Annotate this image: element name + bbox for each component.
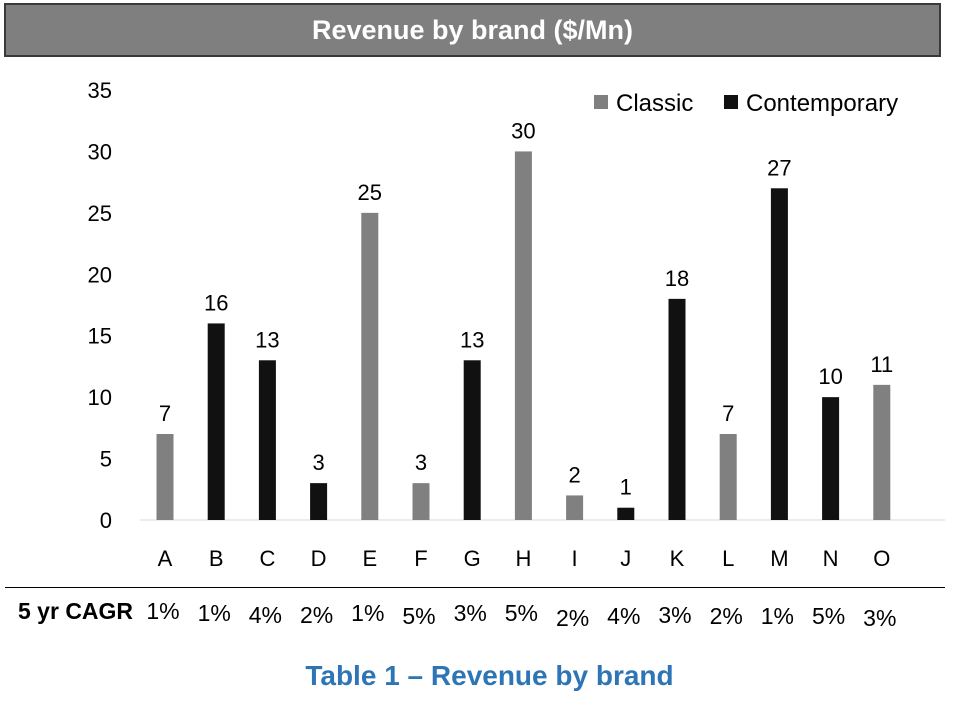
- chart-title: Revenue by brand ($/Mn): [311, 14, 634, 45]
- chart-title-bar: Revenue by brand ($/Mn): [4, 3, 941, 57]
- cagr-value-m: 1%: [760, 603, 795, 629]
- legend-label-contemporary: Contemporary: [746, 90, 898, 117]
- legend-swatch-classic: [594, 95, 608, 109]
- y-tick-label: 25: [88, 201, 112, 226]
- cagr-value-j: 4%: [607, 603, 641, 629]
- x-tick-label: O: [873, 546, 890, 571]
- bar-classic-o: [873, 384, 891, 520]
- x-tick-label: D: [311, 546, 327, 571]
- bar-value-label: 30: [511, 118, 535, 143]
- bar-contemporary-j: [617, 507, 635, 520]
- cagr-value-h: 5%: [504, 600, 539, 626]
- y-tick-label: 35: [88, 78, 112, 103]
- bar-classic-l: [719, 434, 737, 520]
- x-tick-label: L: [722, 546, 734, 571]
- x-tick-label: G: [464, 546, 481, 571]
- y-tick-label: 5: [100, 447, 112, 472]
- y-tick-label: 30: [88, 139, 112, 164]
- bar-value-label: 7: [159, 401, 171, 426]
- cagr-value-l: 2%: [709, 603, 743, 629]
- cagr-value-a: 1%: [146, 598, 180, 624]
- bar-contemporary-m: [770, 188, 788, 521]
- x-tick-label: K: [670, 546, 685, 571]
- x-tick-label: H: [515, 546, 531, 571]
- cagr-value-e: 1%: [351, 600, 385, 626]
- bar-value-label: 11: [870, 352, 893, 377]
- cagr-value-f: 5%: [402, 603, 436, 629]
- cagr-row-label: 5 yr CAGR: [18, 598, 134, 624]
- figure-caption: Table 1 – Revenue by brand: [305, 660, 674, 691]
- cagr-value-b: 1%: [197, 600, 231, 626]
- cagr-value-c: 4%: [248, 602, 283, 628]
- bar-contemporary-n: [822, 397, 840, 520]
- x-tick-label: I: [572, 546, 578, 571]
- bar-chart: 0 5 10 15 20 25 30 35 7 A 16 B 13 C 3 D 25 E 3 F 13 G 30 H 2 I 1 J 1…: [88, 78, 945, 571]
- bar-contemporary-g: [463, 360, 481, 520]
- x-tick-label: N: [823, 546, 839, 571]
- x-tick-label: F: [414, 546, 427, 571]
- y-tick-label: 10: [88, 385, 112, 410]
- cagr-value-g: 3%: [453, 600, 487, 626]
- bar-classic-f: [412, 483, 430, 520]
- bar-value-label: 7: [722, 401, 734, 426]
- bar-classic-e: [361, 212, 379, 520]
- y-tick-label: 0: [100, 508, 112, 533]
- bar-contemporary-k: [668, 298, 686, 520]
- bar-value-label: 13: [255, 327, 279, 352]
- divider-line: [5, 587, 945, 588]
- y-tick-label: 20: [88, 262, 112, 287]
- x-tick-label: E: [362, 546, 377, 571]
- cagr-value-n: 5%: [811, 603, 846, 629]
- bar-value-label: 16: [204, 290, 228, 315]
- cagr-value-k: 3%: [658, 602, 692, 628]
- x-tick-label: M: [770, 546, 788, 571]
- bar-contemporary-b: [207, 323, 225, 520]
- x-tick-label: C: [259, 546, 275, 571]
- cagr-value-i: 2%: [555, 605, 590, 631]
- bar-value-label: 18: [665, 266, 689, 291]
- bar-contemporary-c: [258, 360, 276, 520]
- bar-contemporary-d: [310, 483, 328, 520]
- bar-classic-i: [566, 495, 584, 520]
- bar-value-label: 10: [818, 364, 842, 389]
- bar-value-label: 25: [358, 180, 382, 205]
- cagr-value-o: 3%: [863, 605, 897, 631]
- cagr-value-d: 2%: [299, 602, 334, 628]
- bar-classic-a: [156, 434, 174, 520]
- y-tick-label: 15: [88, 324, 112, 349]
- x-tick-label: B: [209, 546, 224, 571]
- legend-label-classic: Classic: [616, 90, 693, 117]
- bar-value-label: 1: [620, 475, 632, 500]
- x-tick-label: J: [620, 546, 631, 571]
- x-tick-label: A: [158, 546, 173, 571]
- bar-value-label: 27: [767, 155, 791, 180]
- bar-classic-h: [514, 151, 532, 520]
- bar-value-label: 3: [312, 450, 324, 475]
- legend-swatch-contemporary: [724, 95, 738, 109]
- bar-value-label: 13: [460, 327, 484, 352]
- bar-value-label: 3: [415, 450, 427, 475]
- bar-value-label: 2: [568, 462, 580, 487]
